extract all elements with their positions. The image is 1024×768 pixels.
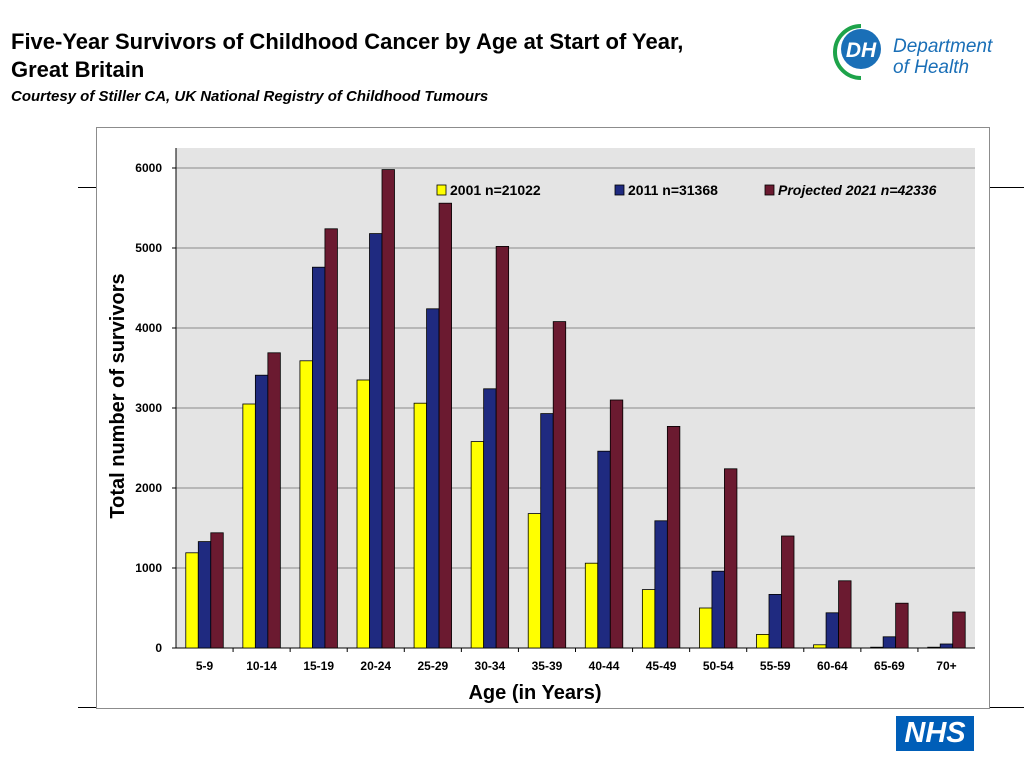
bar-45-49-series-1	[654, 520, 668, 649]
bar-60-64-series-1	[825, 612, 839, 649]
chart-title-line2: Great Britain	[11, 57, 145, 82]
bar-50-54-series-1	[711, 570, 725, 649]
x-tick-label: 55-59	[760, 659, 791, 673]
dh-monogram: DH	[846, 39, 877, 62]
bar-65-69-series-2	[895, 602, 909, 649]
x-tick-label: 60-64	[817, 659, 848, 673]
dh-logo: DH	[833, 24, 881, 80]
bar-45-49-series-0	[641, 589, 656, 649]
bar-60-64-series-2	[838, 580, 852, 649]
x-tick-label: 45-49	[646, 659, 677, 673]
left-rule-bottom	[78, 707, 96, 708]
x-tick-label: 20-24	[360, 659, 391, 673]
bar-20-24-series-2	[381, 169, 395, 649]
bar-70+-series-2	[952, 611, 966, 649]
bar-55-59-series-1	[768, 593, 782, 649]
bar-15-19-series-1	[312, 266, 326, 649]
bar-chart: 0 1000 2000 3000 4000 5000 6000 5-9 10-14 15-19 20…	[107, 148, 975, 704]
x-tick-label: 70+	[936, 659, 956, 673]
nhs-logo: NHS	[896, 716, 974, 751]
x-tick-label: 25-29	[417, 659, 448, 673]
bar-40-44-series-2	[609, 399, 624, 649]
bar-10-14-series-1	[254, 374, 269, 649]
legend-swatch-series-0	[436, 184, 447, 196]
dh-wordmark-line1: Department	[893, 36, 993, 57]
bar-60-64-series-0	[813, 644, 827, 649]
x-tick-label: 40-44	[589, 659, 620, 673]
right-rule-bottom	[989, 707, 1024, 708]
x-tick-label: 65-69	[874, 659, 905, 673]
bar-70+-series-0	[927, 646, 941, 649]
bar-25-29-series-2	[438, 202, 452, 649]
bar-5-9-series-2	[210, 532, 224, 649]
y-tick-label: 3000	[135, 401, 162, 415]
bar-50-54-series-0	[699, 607, 713, 649]
bar-10-14-series-2	[267, 352, 281, 649]
bar-10-14-series-0	[242, 403, 256, 649]
y-tick-label: 2000	[135, 481, 162, 495]
bar-15-19-series-0	[299, 360, 313, 649]
bar-30-34-series-1	[483, 388, 497, 649]
bar-45-49-series-2	[666, 425, 681, 649]
bar-70+-series-1	[939, 643, 954, 649]
left-rule-top	[78, 187, 96, 188]
x-tick-label: 35-39	[532, 659, 563, 673]
bar-40-44-series-0	[584, 562, 599, 649]
chart-title-line1: Five-Year Survivors of Childhood Cancer …	[11, 29, 684, 54]
x-tick-label: 5-9	[196, 659, 214, 673]
bar-15-19-series-2	[324, 228, 338, 649]
legend-label-series-0: 2001 n=21022	[450, 182, 541, 198]
y-tick-label: 1000	[135, 561, 162, 575]
bar-40-44-series-1	[597, 450, 611, 649]
y-tick-label: 0	[155, 641, 162, 655]
x-axis-title: Age (in Years)	[468, 682, 601, 704]
plot-area	[176, 148, 975, 648]
bar-30-34-series-2	[495, 246, 510, 649]
y-axis-title: Total number of survivors	[107, 273, 129, 518]
y-tick-label: 6000	[135, 161, 162, 175]
x-tick-label: 10-14	[246, 659, 277, 673]
legend-label-series-1: 2011 n=31368	[628, 182, 718, 198]
bar-25-29-series-0	[413, 402, 427, 649]
x-tick-label: 15-19	[303, 659, 334, 673]
dh-arc-icon	[833, 24, 862, 80]
bar-55-59-series-0	[756, 633, 770, 649]
bar-65-69-series-0	[870, 646, 884, 649]
bar-20-24-series-1	[369, 233, 383, 649]
bar-20-24-series-0	[356, 379, 370, 649]
x-tick-label: 30-34	[475, 659, 506, 673]
bar-50-54-series-2	[724, 468, 738, 649]
bar-5-9-series-0	[185, 552, 199, 649]
chart-title: Five-Year Survivors of Childhood Cancer …	[11, 28, 811, 84]
legend-label-series-2: Projected 2021 n=42336	[778, 182, 937, 198]
chart-subtitle: Courtesy of Stiller CA, UK National Regi…	[11, 88, 489, 105]
legend-swatch-series-2	[764, 184, 775, 196]
dh-wordmark: Department of Health	[893, 36, 992, 78]
bar-35-39-series-0	[527, 513, 542, 649]
bar-35-39-series-2	[552, 321, 567, 649]
bar-35-39-series-1	[540, 413, 554, 649]
bar-30-34-series-0	[470, 441, 485, 649]
bar-55-59-series-2	[781, 535, 795, 649]
chart-frame: 0 1000 2000 3000 4000 5000 6000 5-9 10-14 15-19 20…	[96, 127, 990, 709]
y-tick-label: 5000	[135, 241, 162, 255]
bar-5-9-series-1	[197, 541, 212, 649]
legend-swatch-series-1	[614, 184, 625, 196]
dh-wordmark-line2: of Health	[893, 57, 970, 78]
bar-65-69-series-1	[882, 636, 897, 649]
y-tick-label: 4000	[135, 321, 162, 335]
dh-circle-icon	[841, 29, 881, 69]
right-rule-top	[989, 187, 1024, 188]
bar-25-29-series-1	[426, 308, 440, 649]
x-tick-label: 50-54	[703, 659, 734, 673]
